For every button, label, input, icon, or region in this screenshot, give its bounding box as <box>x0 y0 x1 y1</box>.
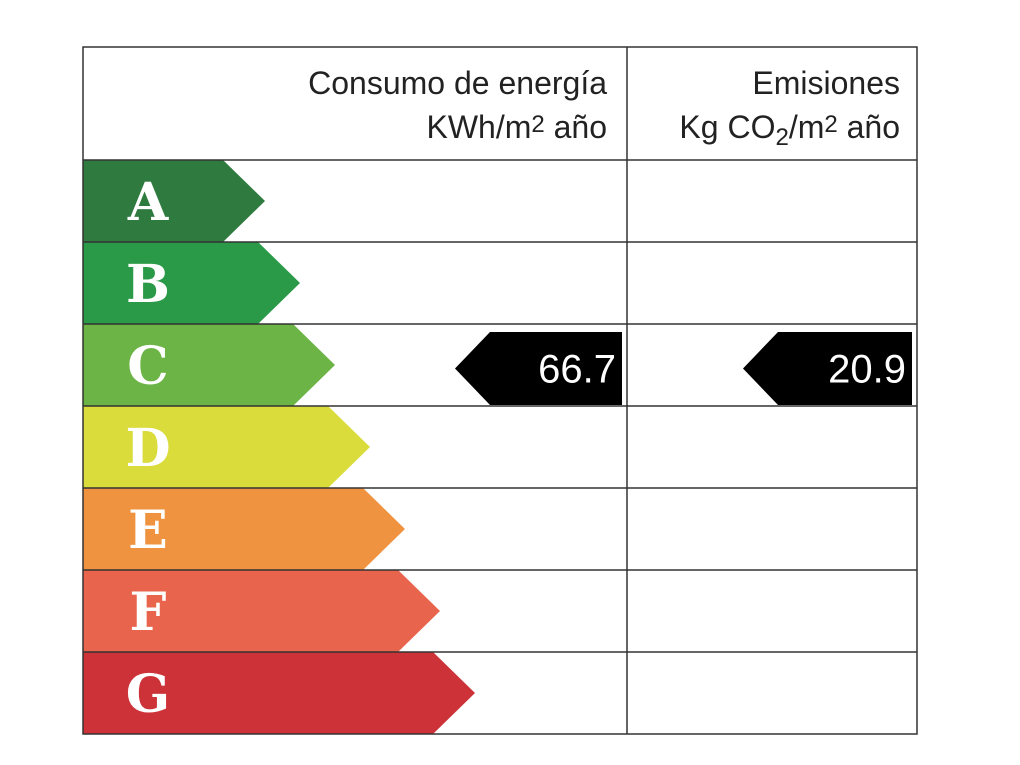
class-arrow <box>83 324 335 406</box>
class-arrow <box>83 406 370 488</box>
unit-part: Kg CO <box>679 109 775 145</box>
unit-part: año <box>545 109 607 145</box>
class-arrow <box>83 160 265 242</box>
class-letter: G <box>126 664 170 725</box>
unit-superscript: 2 <box>824 111 837 138</box>
consumption-title: Consumo de energía <box>308 65 607 101</box>
class-arrow <box>83 570 440 652</box>
unit-part: /m <box>789 109 825 145</box>
rating-value: 20.9 <box>828 348 906 392</box>
class-arrow <box>83 652 475 734</box>
class-letter: F <box>130 582 167 643</box>
class-letter: E <box>128 500 168 561</box>
consumption-unit: KWh/m2 año <box>426 109 607 145</box>
rating-indicator <box>743 332 912 405</box>
class-arrow <box>83 242 300 324</box>
emissions-title: Emisiones <box>752 65 900 101</box>
class-letter: B <box>126 254 170 315</box>
class-letter: C <box>127 336 168 397</box>
rating-value: 66.7 <box>538 348 616 392</box>
class-arrow <box>83 488 405 570</box>
unit-subscript: 2 <box>775 124 788 151</box>
rating-indicator <box>455 332 622 405</box>
unit-superscript: 2 <box>531 111 544 138</box>
unit-part: año <box>838 109 900 145</box>
table-border <box>82 46 918 735</box>
class-letter: D <box>125 418 170 479</box>
unit-part: KWh/m <box>426 109 531 145</box>
emissions-unit: Kg CO2/m2 año <box>679 109 900 151</box>
class-letter: A <box>127 172 169 233</box>
